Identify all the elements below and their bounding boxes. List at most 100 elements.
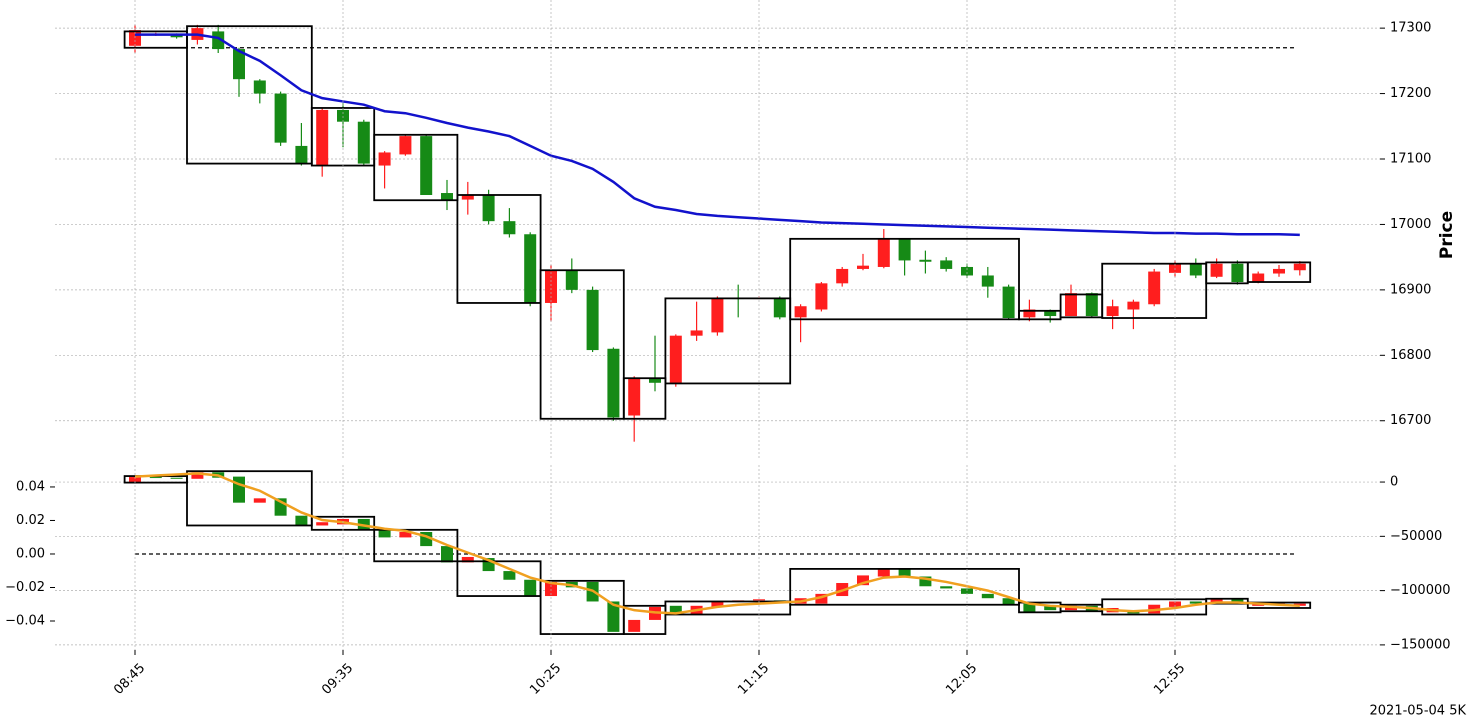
candle-body (441, 546, 453, 563)
candle-body (1044, 605, 1057, 611)
candle-body (857, 265, 869, 269)
candle-body (482, 194, 495, 222)
y-tick-label: 0.04 (16, 479, 45, 494)
candle-body (233, 476, 245, 503)
range-box (1246, 601, 1312, 609)
candle-body (170, 477, 183, 479)
candle-body (1106, 306, 1119, 317)
y-tick-label: 16800 (1390, 348, 1431, 363)
candle-body (711, 297, 724, 333)
candle-body (399, 136, 412, 155)
candle-body (378, 152, 391, 166)
candle-body (129, 477, 141, 483)
footer: 2021-05-04 5K (1370, 704, 1467, 719)
candle-body (316, 109, 329, 166)
x-tick-label: 12:05 (943, 661, 980, 698)
candle-body (378, 529, 391, 538)
range-box (186, 470, 313, 527)
candle-body (233, 49, 245, 80)
candle-body (399, 531, 412, 538)
y-tick-label: −0.02 (5, 580, 45, 595)
candle-body (1127, 301, 1140, 310)
y-tick-label: 17200 (1390, 86, 1431, 101)
candle-body (753, 599, 765, 601)
range-box (456, 194, 542, 304)
candle-body (503, 571, 516, 580)
x-tick-label: 11:15 (735, 661, 772, 698)
y-tick-label: 0.00 (16, 546, 45, 561)
candle-body (940, 260, 953, 269)
candle-body (420, 136, 433, 195)
candle-body (1252, 273, 1265, 283)
x-tick-label: 08:45 (111, 661, 148, 698)
candle-body (337, 109, 349, 122)
range-box (1101, 598, 1208, 616)
candle-body (1148, 271, 1161, 305)
candle-body (295, 145, 308, 164)
range-box (456, 560, 542, 597)
candle-body (1169, 601, 1181, 607)
candle-body (1085, 293, 1098, 317)
candle-body (586, 289, 599, 351)
candle-body (1231, 263, 1244, 283)
candle-body (919, 259, 932, 262)
candle-body (1189, 263, 1202, 276)
candle-body (524, 579, 537, 597)
candle-body (669, 335, 682, 383)
candle-body (961, 266, 973, 276)
candle-body (607, 348, 620, 418)
candle-body (565, 270, 578, 290)
range-box (1246, 261, 1312, 283)
candle-body (981, 593, 994, 599)
range-box (789, 237, 1020, 321)
candle-body (898, 568, 911, 577)
candle-body (940, 586, 953, 589)
y-tick-label: 17100 (1390, 152, 1431, 167)
candle-body (898, 239, 911, 261)
range-box (1101, 262, 1208, 319)
range-box (622, 377, 667, 420)
candle-body (274, 93, 287, 143)
x-tick-label: 12:55 (1151, 661, 1188, 698)
y-tick-label: 0 (1390, 475, 1398, 490)
range-box (664, 600, 792, 616)
candle-body (357, 121, 370, 164)
y-tick-label: −150000 (1390, 637, 1451, 652)
x-tick-label: 09:35 (319, 661, 356, 698)
range-box (539, 269, 625, 420)
range-box (373, 528, 459, 563)
candle-body (794, 306, 807, 318)
candle-body (877, 568, 890, 577)
candle-body (170, 34, 183, 38)
y-tick-label: −0.04 (5, 614, 45, 629)
candle-body (607, 601, 620, 632)
candle-body (919, 576, 932, 587)
candle-body (628, 619, 641, 632)
candle-body (545, 270, 557, 303)
range-box (789, 567, 1020, 606)
candle-body (253, 80, 266, 94)
y-tick-label: −50000 (1390, 529, 1442, 544)
candle-body (815, 283, 828, 310)
y-tick-label: 16700 (1390, 413, 1431, 428)
y-axis-label: Price (1437, 211, 1457, 259)
candle-body (1293, 263, 1306, 271)
candle-body (1023, 309, 1036, 318)
candle-body (711, 601, 724, 607)
candle-body (1002, 598, 1015, 605)
indicator-line (134, 472, 1300, 615)
candle-body (857, 575, 869, 586)
candle-body (461, 556, 474, 563)
candle-body (628, 378, 641, 416)
candle-body (1023, 603, 1036, 613)
candle-body (1002, 286, 1015, 319)
candle-body (191, 472, 204, 479)
candle-body (1065, 293, 1077, 317)
indicator-line (135, 33, 1300, 237)
candle-body (981, 275, 994, 287)
y-tick-label: −100000 (1390, 583, 1451, 598)
x-tick-label: 10:25 (527, 661, 564, 698)
candle-body (815, 593, 828, 604)
candle-body (524, 234, 537, 303)
